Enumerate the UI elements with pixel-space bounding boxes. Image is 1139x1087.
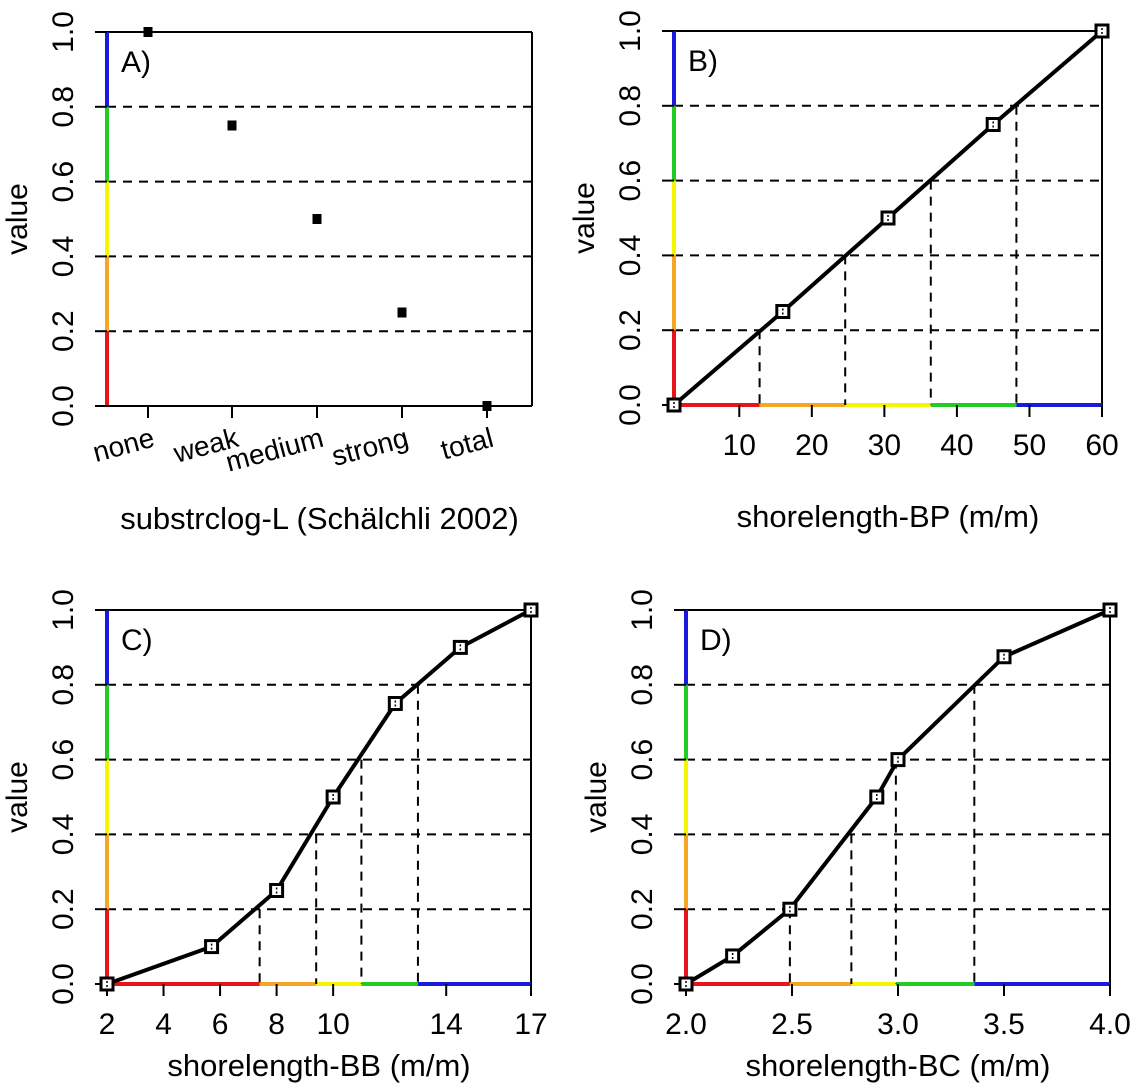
y-tick-label: 0.4	[614, 235, 647, 277]
series-line	[106, 608, 532, 986]
x-tick-label: 60	[1085, 429, 1118, 462]
x-tick-label: 20	[795, 429, 828, 462]
data-marker	[869, 789, 885, 805]
data-marker	[985, 117, 1001, 132]
y-tick-label: 0.8	[614, 85, 647, 127]
x-tick-label: 40	[940, 429, 973, 462]
x-tick-label: 2.0	[665, 1008, 707, 1041]
data-marker	[325, 789, 341, 805]
x-tick-label: 17	[514, 1008, 547, 1041]
x-axis-label: substrclog-L (Schälchli 2002)	[120, 501, 519, 536]
y-tick-label: 1.0	[47, 589, 80, 631]
chart-panel-c: 0.0 0.2 0.4 0.6 0.8 1.0 value C) 2 4 6 8 10 14 17 shore…	[1, 589, 548, 1083]
data-marker	[880, 210, 896, 226]
y-axis-label: value	[1, 183, 34, 255]
data-point	[482, 401, 492, 411]
y-tick-label: 1.0	[614, 10, 647, 52]
data-marker	[666, 397, 682, 413]
y-axis-label: value	[580, 761, 613, 833]
x-axis-label: shorelength-BC (m/m)	[746, 1048, 1051, 1083]
x-tick-label: 30	[868, 429, 901, 462]
x-tick-label: none	[89, 422, 157, 468]
x-tick-label: 8	[268, 1008, 285, 1041]
data-marker	[452, 639, 468, 655]
x-tick-label: 4.0	[1089, 1008, 1131, 1041]
data-marker	[99, 976, 115, 992]
data-marker	[523, 602, 539, 618]
y-tick-label: 0.2	[626, 888, 659, 930]
panel-label: A)	[121, 46, 151, 79]
x-tick-label: medium	[222, 422, 326, 478]
y-tick-label: 0.2	[47, 888, 80, 930]
x-axis-label: shorelength-BB (m/m)	[167, 1048, 470, 1083]
data-point	[312, 214, 322, 224]
data-marker	[387, 696, 403, 711]
panel-label: C)	[121, 624, 153, 657]
y-tick-label: 0.2	[614, 309, 647, 351]
x-tick-label: total	[437, 422, 496, 466]
x-tick-label: 3.0	[877, 1008, 919, 1041]
y-tick-label: 0.6	[626, 739, 659, 781]
x-tick-label: 2	[99, 1008, 116, 1041]
data-marker	[1102, 602, 1118, 618]
data-point	[143, 27, 153, 37]
data-marker	[725, 948, 741, 964]
y-tick-label: 0.2	[47, 310, 80, 352]
panel-label: B)	[688, 45, 718, 78]
x-tick-label: 2.5	[771, 1008, 813, 1041]
y-tick-label: 0.0	[614, 384, 647, 426]
y-tick-label: 0.8	[47, 86, 80, 128]
y-axis-label: value	[568, 182, 601, 254]
data-marker	[1094, 23, 1110, 39]
x-tick-label: strong	[328, 422, 411, 472]
chart-panel-b: 0.0 0.2 0.4 0.6 0.8 1.0 value B) 10 20 30 40 50 60 sho…	[568, 10, 1119, 534]
y-tick-label: 0.4	[47, 814, 80, 856]
y-tick-label: 0.4	[626, 814, 659, 856]
data-point	[397, 307, 407, 318]
y-tick-label: 0.8	[626, 664, 659, 706]
y-tick-label: 0.0	[47, 963, 80, 1005]
x-tick-label: 14	[430, 1008, 463, 1041]
y-axis-label: value	[1, 761, 34, 833]
data-marker	[678, 976, 694, 992]
x-tick-label: 4	[155, 1008, 172, 1041]
chart-panel-d: 0.0 0.2 0.4 0.6 0.8 1.0 value D) 2.0 2.5 3.0 3.5 4.0…	[580, 589, 1131, 1083]
data-marker	[890, 752, 906, 768]
x-tick-label: 10	[723, 429, 756, 462]
y-tick-label: 1.0	[47, 11, 80, 53]
panel-label: D)	[700, 624, 732, 657]
data-marker	[775, 304, 791, 319]
data-marker	[204, 939, 220, 955]
x-tick-label: 50	[1013, 429, 1046, 462]
y-tick-label: 0.8	[47, 664, 80, 706]
y-tick-label: 0.6	[47, 161, 80, 203]
x-tick-label: 6	[212, 1008, 229, 1041]
series-line	[684, 608, 1111, 986]
data-point	[227, 120, 237, 131]
x-tick-label: 10	[316, 1008, 349, 1041]
y-tick-label: 0.6	[614, 160, 647, 202]
y-tick-label: 1.0	[626, 589, 659, 631]
y-tick-label: 0.4	[47, 236, 80, 278]
x-axis-label: shorelength-BP (m/m)	[737, 499, 1040, 534]
y-tick-label: 0.0	[47, 385, 80, 427]
data-marker	[782, 901, 798, 917]
y-tick-label: 0.0	[626, 963, 659, 1005]
data-marker	[269, 883, 285, 898]
y-tick-label: 0.6	[47, 739, 80, 781]
x-tick-label: 3.5	[983, 1008, 1025, 1041]
data-marker	[996, 649, 1012, 665]
